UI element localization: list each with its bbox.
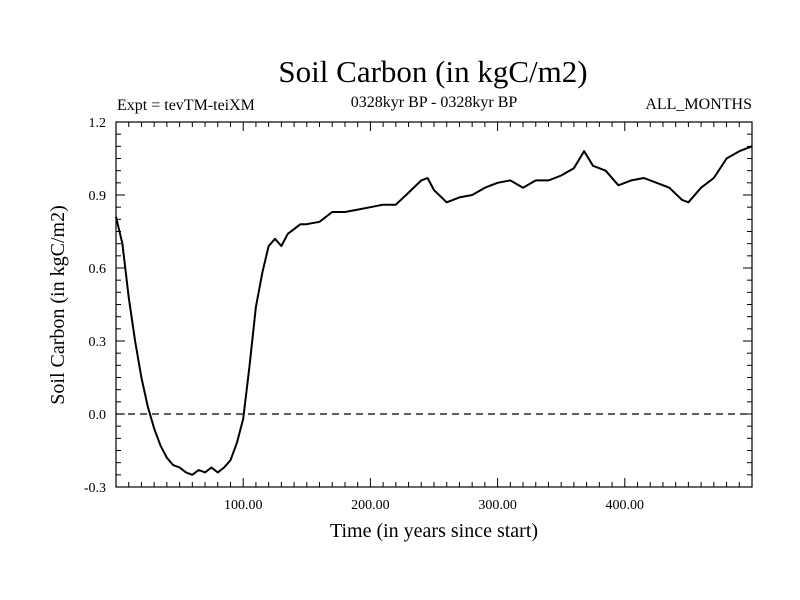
x-axis-label: Time (in years since start) [330, 520, 538, 542]
x-tick-label: 200.00 [351, 498, 390, 513]
x-tick-label: 300.00 [478, 498, 517, 513]
plot-frame [115, 121, 753, 488]
months-label: ALL_MONTHS [645, 96, 752, 113]
y-tick-label: 0.0 [89, 408, 107, 423]
y-tick-label: -0.3 [84, 481, 106, 496]
axis-ticks [116, 121, 752, 488]
soil-carbon-series-line [115, 145, 753, 476]
y-axis-label: Soil Carbon (in kgC/m2) [47, 205, 69, 404]
experiment-label: Expt = tevTM-teiXM [117, 97, 255, 114]
y-tick-label: 0.3 [89, 335, 107, 350]
y-tick-labels: -0.3 0.0 0.3 0.6 0.9 1.2 [84, 116, 106, 496]
period-label: 0328kyr BP - 0328kyr BP [351, 94, 518, 111]
x-tick-label: 100.00 [224, 498, 263, 513]
y-tick-label: 0.9 [89, 189, 107, 204]
x-tick-label: 400.00 [606, 498, 645, 513]
x-tick-labels: 100.00 200.00 300.00 400.00 [224, 498, 644, 513]
chart-title: Soil Carbon (in kgC/m2) [278, 54, 587, 89]
y-tick-label: 0.6 [89, 262, 107, 277]
y-tick-label: 1.2 [89, 116, 107, 131]
